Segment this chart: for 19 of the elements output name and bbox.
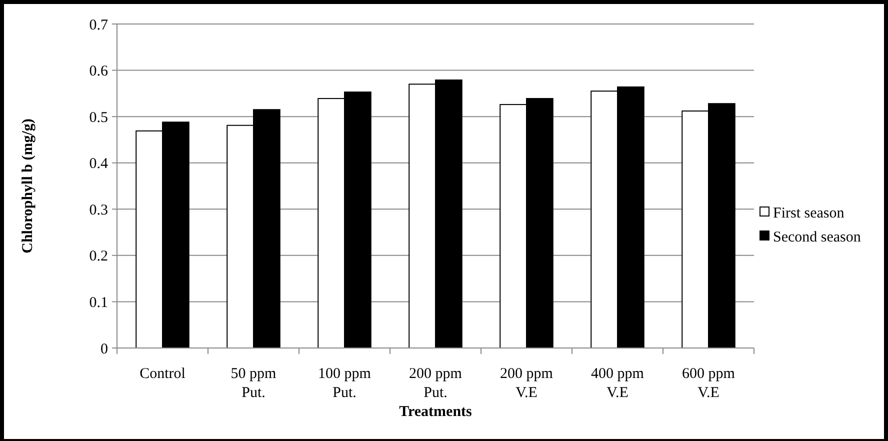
y-tick-label: 0.2 (89, 248, 108, 265)
x-tick-label: Control (140, 366, 186, 382)
legend-label: First season (773, 205, 845, 222)
y-tick-label: 0.3 (89, 202, 108, 218)
y-tick-label: 0 (100, 341, 108, 358)
y-tick-label: 0.5 (89, 110, 108, 126)
y-tick-label: 0.4 (89, 156, 108, 172)
x-axis-title: Treatments (399, 404, 472, 420)
y-axis-title: Chlorophyll b (mg/g) (20, 118, 36, 254)
x-tick-label: 50 ppm Put. (230, 366, 277, 401)
x-tick-label: 200 ppm V.E (500, 366, 554, 401)
x-tick-label: 200 ppm Put. (409, 366, 462, 401)
y-tick-label: 0.6 (89, 64, 108, 80)
x-tick-label: 100 ppm Put. (318, 366, 372, 401)
x-tick-label: 600 ppm V.E (682, 366, 736, 401)
y-tick-label: 0.1 (89, 294, 108, 311)
y-tick-label: 0.7 (89, 17, 108, 34)
x-tick-label: 400 ppm V.E (591, 366, 644, 401)
legend-label: Second season (773, 229, 862, 246)
